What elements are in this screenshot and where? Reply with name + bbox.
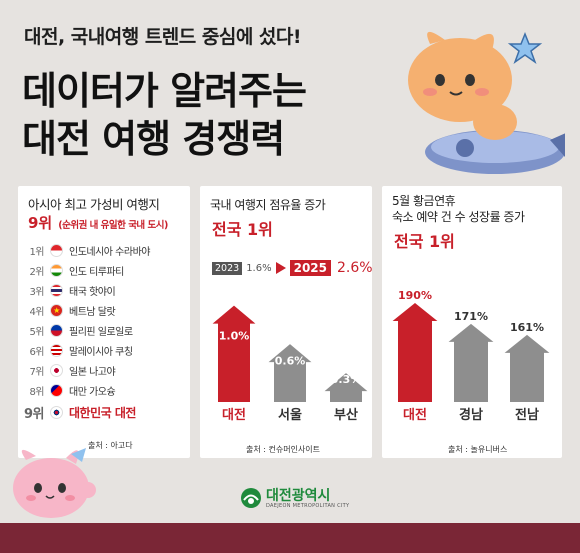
malaysia-flag-icon <box>50 343 63 357</box>
rank-label: 1위 <box>29 246 44 258</box>
value-from: 1.6% <box>246 262 272 274</box>
panel-booking-growth: 5월 황금연휴 숙소 예약 건 수 성장률 증가 전국 1위 190% 대전 171… <box>382 186 562 458</box>
arrow-right-icon <box>275 262 286 274</box>
panel-asia-value-ranking: 아시아 최고 가성비 여행지 9위 (순위권 내 유일한 국내 도시) 1위 인… <box>18 186 190 458</box>
category-label: 경남 <box>459 407 483 423</box>
value-label: 161% <box>510 321 544 334</box>
mascot-rocket-illustration <box>408 31 565 174</box>
panel1-source: 출처 : 아고다 <box>88 441 133 450</box>
value-label: 190% <box>398 289 432 302</box>
chart-booking-growth: 190% 대전 171% 경남 161% 전남 <box>392 289 550 423</box>
bar-전남 <box>504 334 550 402</box>
bar-대전 <box>212 305 256 402</box>
item-name: 태국 핫야이 <box>69 286 116 298</box>
list-item-highlight: 9위 대한민국 대전 <box>18 400 190 424</box>
panel1-rank-highlight: 9위 <box>28 214 53 232</box>
item-name: 일본 나고야 <box>69 366 116 378</box>
rank-label: 7위 <box>29 366 44 378</box>
item-name: 인도네시아 수라바야 <box>69 246 150 258</box>
list-item: 6위 말레이시아 쿠칭 <box>18 340 190 360</box>
category-label: 부산 <box>334 407 358 423</box>
panel1-rank-note: (순위권 내 유일한 국내 도시) <box>58 220 168 231</box>
rank-label: 9위 <box>23 406 45 422</box>
value-label: 171% <box>454 310 488 323</box>
taiwan-flag-icon <box>50 383 63 397</box>
mascot-pink-illustration <box>13 448 96 518</box>
year-compare: 2023 1.6% 2025 2.6% <box>212 260 373 276</box>
panel1-title: 아시아 최고 가성비 여행지 <box>28 197 160 212</box>
bar-부산 <box>324 373 368 402</box>
list-item: 1위 인도네시아 수라바야 <box>18 240 190 260</box>
panel2-subtitle: 전국 1위 <box>212 220 273 239</box>
item-name: 필리핀 일로일로 <box>69 326 133 338</box>
year-to: 2025 <box>289 260 331 276</box>
item-name: 대만 가오슝 <box>69 386 116 398</box>
bar-대전 <box>392 303 438 402</box>
item-name: 베트남 달랏 <box>69 306 116 318</box>
panel2-source: 출처 : 컨슈머인사이트 <box>246 445 321 454</box>
korea-flag-icon <box>50 405 63 419</box>
vietnam-flag-icon: ★ <box>50 303 63 317</box>
list-item: 4위 ★ 베트남 달랏 <box>18 300 190 320</box>
panel2-title: 국내 여행지 점유율 증가 <box>210 198 326 212</box>
footer-band <box>0 523 580 553</box>
item-name: 대한민국 대전 <box>69 405 136 420</box>
rank-label: 2위 <box>29 266 44 278</box>
header-title-line2: 대전 여행 경쟁력 <box>22 117 285 161</box>
panel1-rank-line: 9위 (순위권 내 유일한 국내 도시) <box>28 212 168 233</box>
japan-flag-icon <box>50 363 63 377</box>
list-item: 3위 태국 핫야이 <box>18 280 190 300</box>
daejeon-logo: 대전광역시 DAEJEON METROPOLITAN CITY <box>240 485 380 515</box>
daejeon-emblem-icon <box>240 487 262 509</box>
header-subtitle: 대전, 국내여행 트렌드 중심에 섰다! <box>24 26 302 48</box>
list-item: 7위 일본 나고야 <box>18 360 190 380</box>
item-name: 인도 티루파티 <box>69 266 124 278</box>
ranking-list: 1위 인도네시아 수라바야 2위 인도 티루파티 3위 태국 핫야이 4위 ★ … <box>18 240 190 424</box>
panel-market-share: 국내 여행지 점유율 증가 전국 1위 2023 1.6% 2025 2.6% … <box>200 186 373 458</box>
rank-label: 8위 <box>29 386 44 398</box>
india-flag-icon <box>50 263 63 277</box>
logo-text: 대전광역시 <box>266 488 331 504</box>
bar-경남 <box>448 323 494 402</box>
list-item: 2위 인도 티루파티 <box>18 260 190 280</box>
rank-label: 5위 <box>29 326 44 338</box>
indonesia-flag-icon <box>50 243 63 257</box>
philippines-flag-icon <box>50 323 63 337</box>
category-label: 대전 <box>222 407 246 423</box>
logo-text-en: DAEJEON METROPOLITAN CITY <box>266 503 350 509</box>
value-label: 0.3% <box>331 373 362 386</box>
category-label: 전남 <box>515 407 539 423</box>
chart-market-share: 1.0% 대전 0.6% 서울 0.3% 부산 <box>212 305 368 423</box>
header-title-line1: 데이터가 알려주는 <box>22 69 307 113</box>
item-name: 말레이시아 쿠칭 <box>69 346 133 358</box>
value-to: 2.6% <box>337 260 373 276</box>
panel3-subtitle: 전국 1위 <box>394 232 455 251</box>
bar-서울 <box>268 344 312 402</box>
value-label: 0.6% <box>275 354 306 367</box>
year-from: 2023 <box>212 261 243 275</box>
thailand-flag-icon <box>50 283 63 297</box>
panel3-title-line2: 숙소 예약 건 수 성장률 증가 <box>392 210 525 224</box>
rank-label: 3위 <box>29 286 44 298</box>
category-label: 대전 <box>403 407 427 423</box>
list-item: 8위 대만 가오슝 <box>18 380 190 400</box>
category-label: 서울 <box>278 407 302 423</box>
value-label: 1.0% <box>219 329 250 342</box>
rank-label: 6위 <box>29 346 44 358</box>
list-item: 5위 필리핀 일로일로 <box>18 320 190 340</box>
panel3-title-line1: 5월 황금연휴 <box>392 194 456 208</box>
rank-label: 4위 <box>29 306 44 318</box>
panel3-source: 출처 : 놀유니버스 <box>448 445 508 454</box>
